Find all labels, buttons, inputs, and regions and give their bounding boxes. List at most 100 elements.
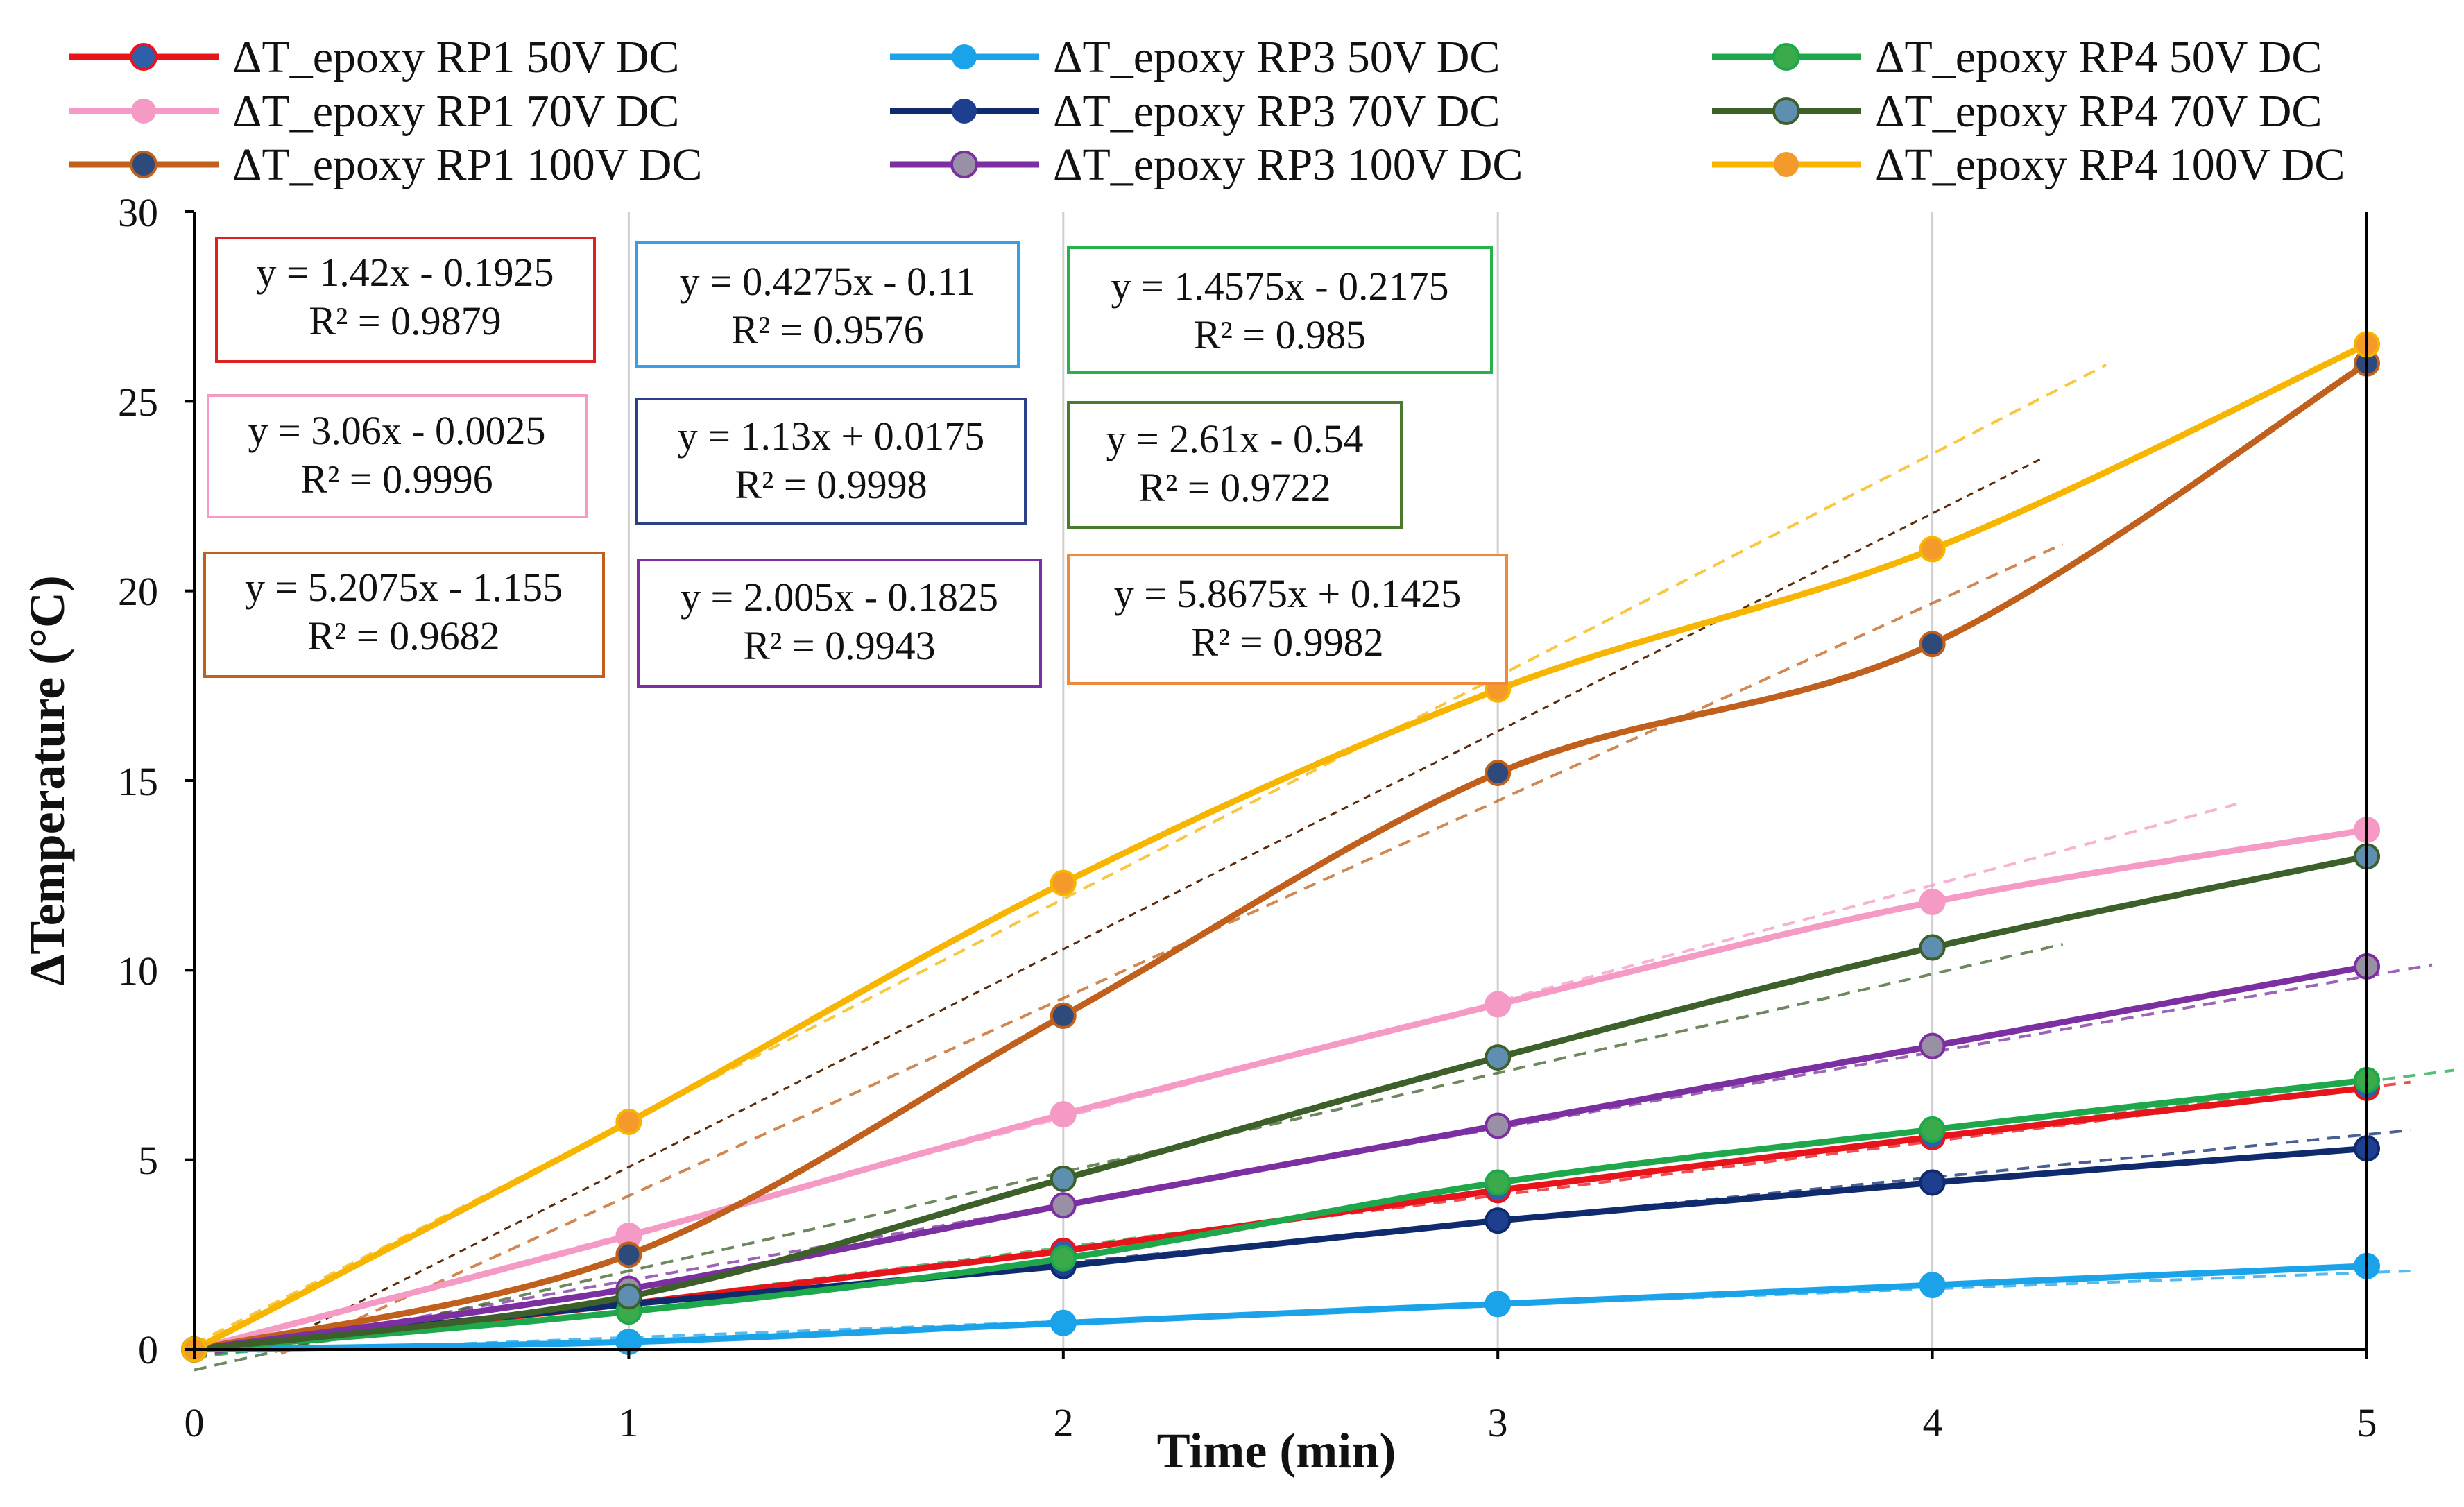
equation-text: y = 2.61x - 0.54	[1106, 416, 1363, 461]
series-line	[191, 826, 2370, 1353]
legend-marker	[952, 99, 977, 124]
r-squared-text: R² = 0.9682	[307, 613, 499, 658]
equation-box-border	[207, 394, 588, 518]
r-squared-text: R² = 0.9576	[731, 307, 923, 352]
legend-label: ΔT_epoxy RP1 70V DC	[232, 86, 679, 137]
data-point	[1919, 1116, 1946, 1143]
data-point	[1050, 1309, 1077, 1336]
series-line	[191, 341, 2370, 1353]
legend-item: ΔT_epoxy RP3 70V DC	[890, 86, 1500, 137]
x-tick-label: 5	[2357, 1400, 2377, 1445]
y-tick-label: 25	[118, 380, 158, 425]
legend-item: ΔT_epoxy RP4 50V DC	[1712, 32, 2322, 83]
data-point	[1050, 869, 1077, 896]
r-squared-text: R² = 0.9879	[309, 298, 501, 343]
series-line	[191, 963, 2370, 1353]
data-point	[1919, 631, 1946, 658]
data-point	[1919, 1032, 1946, 1059]
equation-box: y = 1.13x + 0.0175 R² = 0.9998	[635, 398, 1027, 525]
data-point	[1050, 1002, 1077, 1029]
r-squared-text: R² = 0.9943	[743, 623, 935, 668]
y-tick-label: 0	[138, 1327, 158, 1372]
equation-text: y = 0.4275x - 0.11	[680, 259, 976, 304]
trendline	[280, 543, 2064, 1356]
r-squared-text: R² = 0.9982	[1191, 620, 1383, 665]
legend-item: ΔT_epoxy RP3 100V DC	[890, 139, 1523, 190]
equation-boxes: y = 1.42x - 0.1925 R² = 0.9879 y = 0.427…	[203, 237, 1508, 688]
data-point	[615, 1283, 642, 1310]
legend-marker	[130, 151, 157, 178]
x-tick-label: 1	[619, 1400, 639, 1445]
legend-marker	[950, 151, 978, 178]
equation-box: y = 5.2075x - 1.155 R² = 0.9682	[203, 552, 605, 678]
r-squared-text: R² = 0.9722	[1138, 465, 1331, 510]
equation-text: y = 1.42x - 0.1925	[256, 250, 554, 295]
x-tick-label: 0	[185, 1400, 205, 1445]
equation-box-border	[635, 398, 1027, 525]
legend-label: ΔT_epoxy RP3 70V DC	[1053, 86, 1500, 137]
equation-box-border	[1067, 554, 1508, 685]
equation-box-border	[215, 237, 596, 363]
data-point	[1919, 1272, 1946, 1299]
legend-label: ΔT_epoxy RP4 100V DC	[1875, 139, 2345, 190]
y-axis-title: ΔTemperature (°C)	[19, 575, 75, 986]
r-squared-text: R² = 0.9996	[300, 457, 493, 502]
y-tick-label: 10	[118, 948, 158, 994]
data-point	[1485, 1044, 1512, 1071]
legend-item: ΔT_epoxy RP3 50V DC	[890, 32, 1500, 83]
equation-box: y = 0.4275x - 0.11 R² = 0.9576	[635, 241, 1020, 368]
data-point	[1919, 536, 1946, 563]
equation-text: y = 2.005x - 0.1825	[681, 574, 998, 620]
legend-item: ΔT_epoxy RP1 70V DC	[69, 86, 679, 137]
equation-text: y = 3.06x - 0.0025	[248, 408, 545, 453]
equation-box-border	[203, 552, 605, 678]
equation-box: y = 2.61x - 0.54 R² = 0.9722	[1067, 401, 1403, 529]
legend-item: ΔT_epoxy RP1 100V DC	[69, 139, 702, 190]
data-point	[1050, 1192, 1077, 1219]
equation-box: y = 1.4575x - 0.2175 R² = 0.985	[1067, 246, 1493, 374]
data-point	[615, 1241, 642, 1268]
data-point	[1919, 888, 1946, 915]
axis-ticks	[185, 210, 2368, 1359]
equation-text: y = 1.4575x - 0.2175	[1111, 264, 1448, 309]
equation-box-border	[1067, 401, 1403, 529]
legend-marker	[1774, 152, 1799, 177]
x-tick-labels: 0 1 2 3 4 5	[185, 1400, 2377, 1445]
equation-box-border	[635, 241, 1020, 368]
equation-text: y = 1.13x + 0.0175	[678, 414, 984, 459]
data-point	[1485, 1112, 1512, 1139]
y-tick-label: 20	[118, 569, 158, 614]
y-tick-label: 30	[118, 190, 158, 235]
y-tick-label: 5	[138, 1138, 158, 1183]
legend-marker	[1772, 97, 1800, 125]
legend-label: ΔT_epoxy RP3 50V DC	[1053, 32, 1500, 83]
legend-item: ΔT_epoxy RP4 70V DC	[1712, 86, 2322, 137]
equation-box: y = 5.8675x + 0.1425 R² = 0.9982	[1067, 554, 1508, 685]
legend-label: ΔT_epoxy RP1 100V DC	[232, 139, 702, 190]
legend-marker	[1772, 43, 1800, 71]
r-squared-text: R² = 0.985	[1194, 312, 1366, 357]
data-point	[1485, 1291, 1512, 1318]
equation-box-border	[637, 559, 1042, 688]
data-point	[1050, 1245, 1077, 1272]
trendline	[194, 943, 2063, 1372]
equation-box: y = 3.06x - 0.0025 R² = 0.9996	[207, 394, 588, 518]
legend-marker	[952, 44, 977, 69]
data-point	[1919, 1169, 1946, 1196]
x-tick-label: 2	[1054, 1400, 1074, 1445]
equation-text: y = 5.2075x - 1.155	[245, 565, 563, 610]
equation-box: y = 2.005x - 0.1825 R² = 0.9943	[637, 559, 1042, 688]
data-point	[1485, 760, 1512, 787]
trendline-reference	[280, 458, 2042, 1343]
legend: ΔT_epoxy RP1 50V DC ΔT_epoxy RP1 70V DC …	[69, 32, 2345, 190]
series-line	[191, 1263, 2370, 1353]
data-point	[1050, 1166, 1077, 1192]
equation-text: y = 5.8675x + 0.1425	[1114, 571, 1461, 616]
series-line	[191, 853, 2370, 1353]
equation-box-border	[1067, 246, 1493, 374]
data-point	[1919, 934, 1946, 961]
legend-label: ΔT_epoxy RP4 50V DC	[1875, 32, 2322, 83]
data-point	[1485, 991, 1512, 1018]
data-point	[615, 1109, 642, 1135]
